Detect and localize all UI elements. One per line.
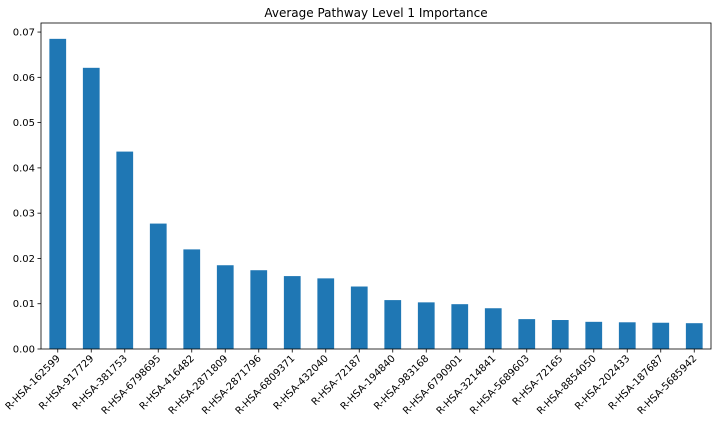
bar-R-HSA-162599 (49, 38, 67, 349)
chart-title: Average Pathway Level 1 Importance (264, 6, 487, 20)
y-tick-label: 0.03 (13, 209, 35, 220)
bar-R-HSA-416482 (183, 249, 201, 349)
x-tick-label: R-HSA-2871796 (200, 353, 264, 417)
bar-R-HSA-72165 (551, 320, 569, 349)
y-tick-label: 0.06 (13, 73, 35, 84)
y-tick-label: 0.01 (13, 299, 35, 310)
bars-group (49, 38, 703, 349)
bar-R-HSA-202433 (618, 322, 636, 349)
bar-R-HSA-983168 (417, 302, 435, 349)
bar-R-HSA-5685942 (685, 323, 703, 349)
x-tick-label: R-HSA-2871809 (167, 353, 231, 417)
y-axis: 0.00 0.01 0.02 0.03 0.04 0.05 0.06 0.07 (13, 28, 41, 356)
y-tick-label: 0.05 (13, 118, 35, 129)
y-tick-label: 0.07 (13, 28, 35, 39)
bar-R-HSA-2871809 (216, 265, 234, 349)
bar-R-HSA-72187 (350, 286, 368, 349)
bar-R-HSA-194840 (384, 300, 402, 349)
bar-R-HSA-2871796 (250, 270, 268, 349)
bar-R-HSA-6790901 (451, 304, 469, 349)
bar-R-HSA-432040 (317, 278, 335, 349)
x-tick-label: R-HSA-5689603 (468, 353, 532, 417)
bar-R-HSA-381753 (116, 151, 134, 349)
x-tick-label: R-HSA-6798695 (100, 353, 164, 417)
bar-R-HSA-3214841 (484, 308, 502, 349)
bar-R-HSA-917729 (82, 67, 100, 349)
x-tick-label: R-HSA-6790901 (401, 353, 465, 417)
y-tick-label: 0.02 (13, 254, 35, 265)
x-tick-label: R-HSA-162599 (4, 353, 63, 412)
y-tick-label: 0.00 (13, 345, 35, 356)
x-tick-label: R-HSA-6809371 (234, 353, 298, 417)
plot-frame (40, 22, 712, 350)
bar-R-HSA-8854050 (585, 321, 603, 349)
x-axis: R-HSA-162599R-HSA-917729R-HSA-381753R-HS… (4, 349, 700, 417)
bar-R-HSA-6809371 (283, 276, 301, 349)
x-tick-label: R-HSA-5685942 (636, 353, 700, 417)
bar-R-HSA-187687 (652, 322, 670, 349)
y-tick-label: 0.04 (13, 163, 35, 174)
bar-R-HSA-6798695 (149, 223, 167, 349)
x-tick-label: R-HSA-3214841 (435, 353, 499, 417)
bar-R-HSA-5689603 (518, 319, 536, 349)
x-tick-label: R-HSA-8854050 (535, 353, 599, 417)
